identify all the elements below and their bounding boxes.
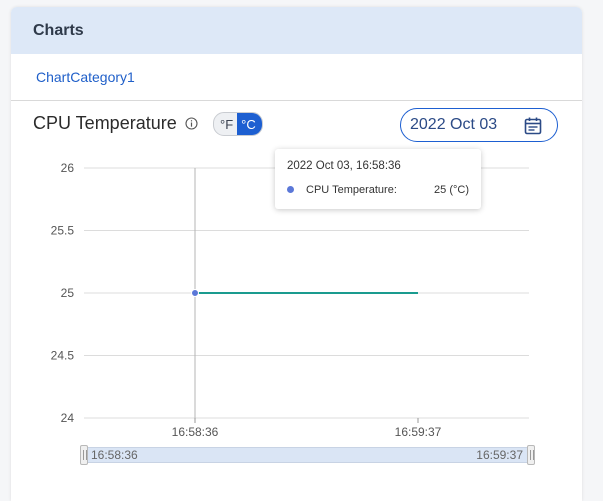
y-tick-label: 25.5 (51, 224, 75, 238)
calendar-icon[interactable] (523, 116, 543, 136)
category-row: ChartCategory1 (11, 54, 582, 101)
y-tick-label: 24 (61, 411, 75, 425)
x-tick-label: 16:58:36 (172, 425, 219, 439)
charts-card: Charts ChartCategory1 (11, 7, 582, 501)
chart-title: CPU Temperature (33, 113, 177, 133)
unit-celsius-option[interactable]: °C (237, 113, 262, 135)
data-point (191, 289, 199, 297)
x-tick-label: 16:59:37 (395, 425, 442, 439)
zoom-slider-start-handle[interactable] (80, 445, 88, 465)
y-tick-label: 24.5 (51, 349, 75, 363)
zoom-slider-track[interactable] (85, 447, 530, 463)
date-picker-value: 2022 Oct 03 (410, 116, 498, 133)
tooltip-time: 2022 Oct 03, 16:58:36 (287, 160, 401, 172)
info-icon[interactable] (185, 117, 198, 130)
chart-tooltip: 2022 Oct 03, 16:58:36 CPU Temperature: 2… (275, 149, 481, 209)
zoom-slider-end-label: 16:59:37 (476, 448, 523, 462)
y-tick-label: 25 (61, 286, 75, 300)
tooltip-series-label: CPU Temperature: (306, 184, 397, 196)
zoom-slider[interactable]: 16:58:36 16:59:37 (80, 445, 535, 465)
unit-toggle[interactable]: °F °C (213, 112, 263, 136)
y-tick-label: 26 (61, 161, 75, 175)
unit-fahrenheit-option[interactable]: °F (220, 117, 234, 132)
date-picker[interactable]: 2022 Oct 03 (400, 108, 558, 142)
chart-toolbar: CPU Temperature °F °C 2022 Oct 03 (11, 108, 582, 142)
chart-category-link[interactable]: ChartCategory1 (36, 69, 135, 85)
tooltip-series-dot (287, 186, 294, 193)
card-header: Charts (11, 7, 582, 54)
tooltip-value: 25 (°C) (434, 184, 469, 196)
zoom-slider-start-label: 16:58:36 (91, 448, 138, 462)
zoom-slider-end-handle[interactable] (527, 445, 535, 465)
card-title: Charts (33, 21, 84, 39)
